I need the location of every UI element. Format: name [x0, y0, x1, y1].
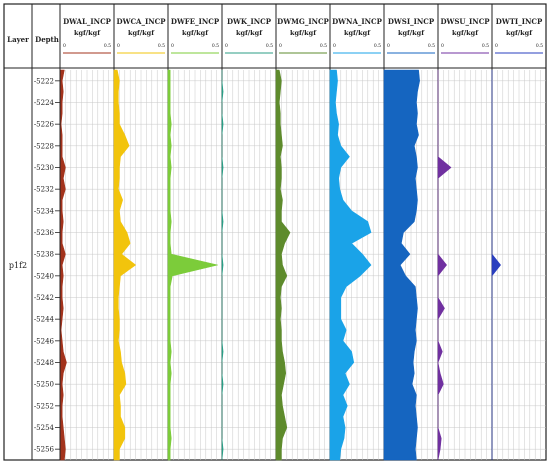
depth-tick-label: -5256	[34, 446, 55, 454]
track-dwti-incp: DWTI_INCP kgf/kgf 0 0.5	[491, 4, 546, 461]
layer-header: Layer	[7, 35, 29, 44]
depth-tick-label: -5250	[34, 381, 54, 389]
depth-header: Depth	[35, 35, 59, 44]
depth-tick-label: -5238	[34, 251, 54, 259]
track-title: DWTI_INCP	[496, 17, 543, 26]
scale-min-label: 0	[225, 43, 228, 49]
track-unit: kgf/kgf	[452, 29, 479, 37]
scale-max-label: 0.5	[320, 43, 327, 49]
area-series	[275, 69, 291, 461]
scale-min-label: 0	[495, 43, 498, 49]
track-title: DWSI_INCP	[388, 17, 435, 26]
chart-frame	[3, 3, 547, 461]
track-title: DWFE_INCP	[171, 17, 220, 26]
scale-max-label: 0.5	[158, 43, 165, 49]
tracks-group: DWAL_INCP kgf/kgf 0 0.5 DWCA_INCP kgf/kgf 0 0.5…	[59, 4, 546, 461]
track-unit: kgf/kgf	[236, 29, 263, 37]
depth-tick-label: -5234	[34, 207, 55, 215]
scale-max-label: 0.5	[536, 43, 543, 49]
scale-min-label: 0	[387, 43, 390, 49]
track-dwsi-incp: DWSI_INCP kgf/kgf 0 0.5	[383, 4, 438, 461]
depth-tick-label: -5230	[34, 164, 54, 172]
scale-min-label: 0	[441, 43, 444, 49]
depth-tick-label: -5228	[34, 142, 54, 150]
depth-tick-label: -5242	[34, 294, 54, 302]
layer-label: p1f2	[9, 261, 27, 270]
area-series	[221, 69, 224, 461]
track-unit: kgf/kgf	[290, 29, 317, 37]
depth-tick-label: -5244	[34, 316, 55, 324]
depth-tick-label: -5246	[34, 337, 55, 345]
track-unit: kgf/kgf	[398, 29, 425, 37]
scale-min-label: 0	[333, 43, 336, 49]
track-unit: kgf/kgf	[344, 29, 371, 37]
area-series	[167, 69, 218, 461]
scale-max-label: 0.5	[482, 43, 489, 49]
area-series	[59, 69, 67, 461]
depth-tick-label: -5226	[34, 121, 55, 129]
depth-tick-label: -5222	[34, 77, 54, 85]
area-series	[383, 69, 420, 461]
area-series	[113, 69, 136, 461]
depth-axis: -5222 -5224 -5226 -5228 -5230 -5232 -5234 -5236…	[34, 77, 60, 454]
track-unit: kgf/kgf	[74, 29, 101, 37]
track-title: DWSU_INCP	[440, 17, 490, 26]
depth-tick-label: -5252	[34, 402, 54, 410]
track-title: DWMG_INCP	[277, 17, 329, 26]
track-dwca-incp: DWCA_INCP kgf/kgf 0 0.5	[113, 4, 168, 461]
track-dwal-incp: DWAL_INCP kgf/kgf 0 0.5	[59, 17, 114, 461]
area-series	[329, 69, 372, 461]
track-unit: kgf/kgf	[182, 29, 209, 37]
track-dwsu-incp: DWSU_INCP kgf/kgf 0 0.5	[437, 4, 492, 461]
track-title: DWK_INCP	[227, 17, 272, 26]
scale-max-label: 0.5	[428, 43, 435, 49]
scale-max-label: 0.5	[212, 43, 219, 49]
track-dwk-incp: DWK_INCP kgf/kgf 0 0.5	[221, 4, 276, 461]
area-series	[437, 69, 452, 461]
scale-max-label: 0.5	[374, 43, 381, 49]
track-dwfe-incp: DWFE_INCP kgf/kgf 0 0.5	[167, 4, 222, 461]
depth-tick-label: -5232	[34, 186, 54, 194]
scale-max-label: 0.5	[266, 43, 273, 49]
area-series	[491, 69, 501, 461]
depth-tick-label: -5240	[34, 272, 54, 280]
scale-min-label: 0	[63, 43, 66, 49]
track-unit: kgf/kgf	[128, 29, 155, 37]
track-unit: kgf/kgf	[506, 29, 533, 37]
depth-tick-label: -5236	[34, 229, 55, 237]
scale-min-label: 0	[171, 43, 174, 49]
depth-tick-label: -5224	[34, 99, 55, 107]
depth-tick-label: -5254	[34, 424, 55, 432]
track-dwna-incp: DWNA_INCP kgf/kgf 0 0.5	[329, 4, 384, 461]
track-title: DWNA_INCP	[332, 17, 383, 26]
track-dwmg-incp: DWMG_INCP kgf/kgf 0 0.5	[275, 4, 330, 461]
depth-tick-label: -5248	[34, 359, 54, 367]
scale-min-label: 0	[279, 43, 282, 49]
track-title: DWCA_INCP	[117, 17, 167, 26]
scale-max-label: 0.5	[104, 43, 111, 49]
scale-min-label: 0	[117, 43, 120, 49]
track-title: DWAL_INCP	[63, 17, 112, 26]
